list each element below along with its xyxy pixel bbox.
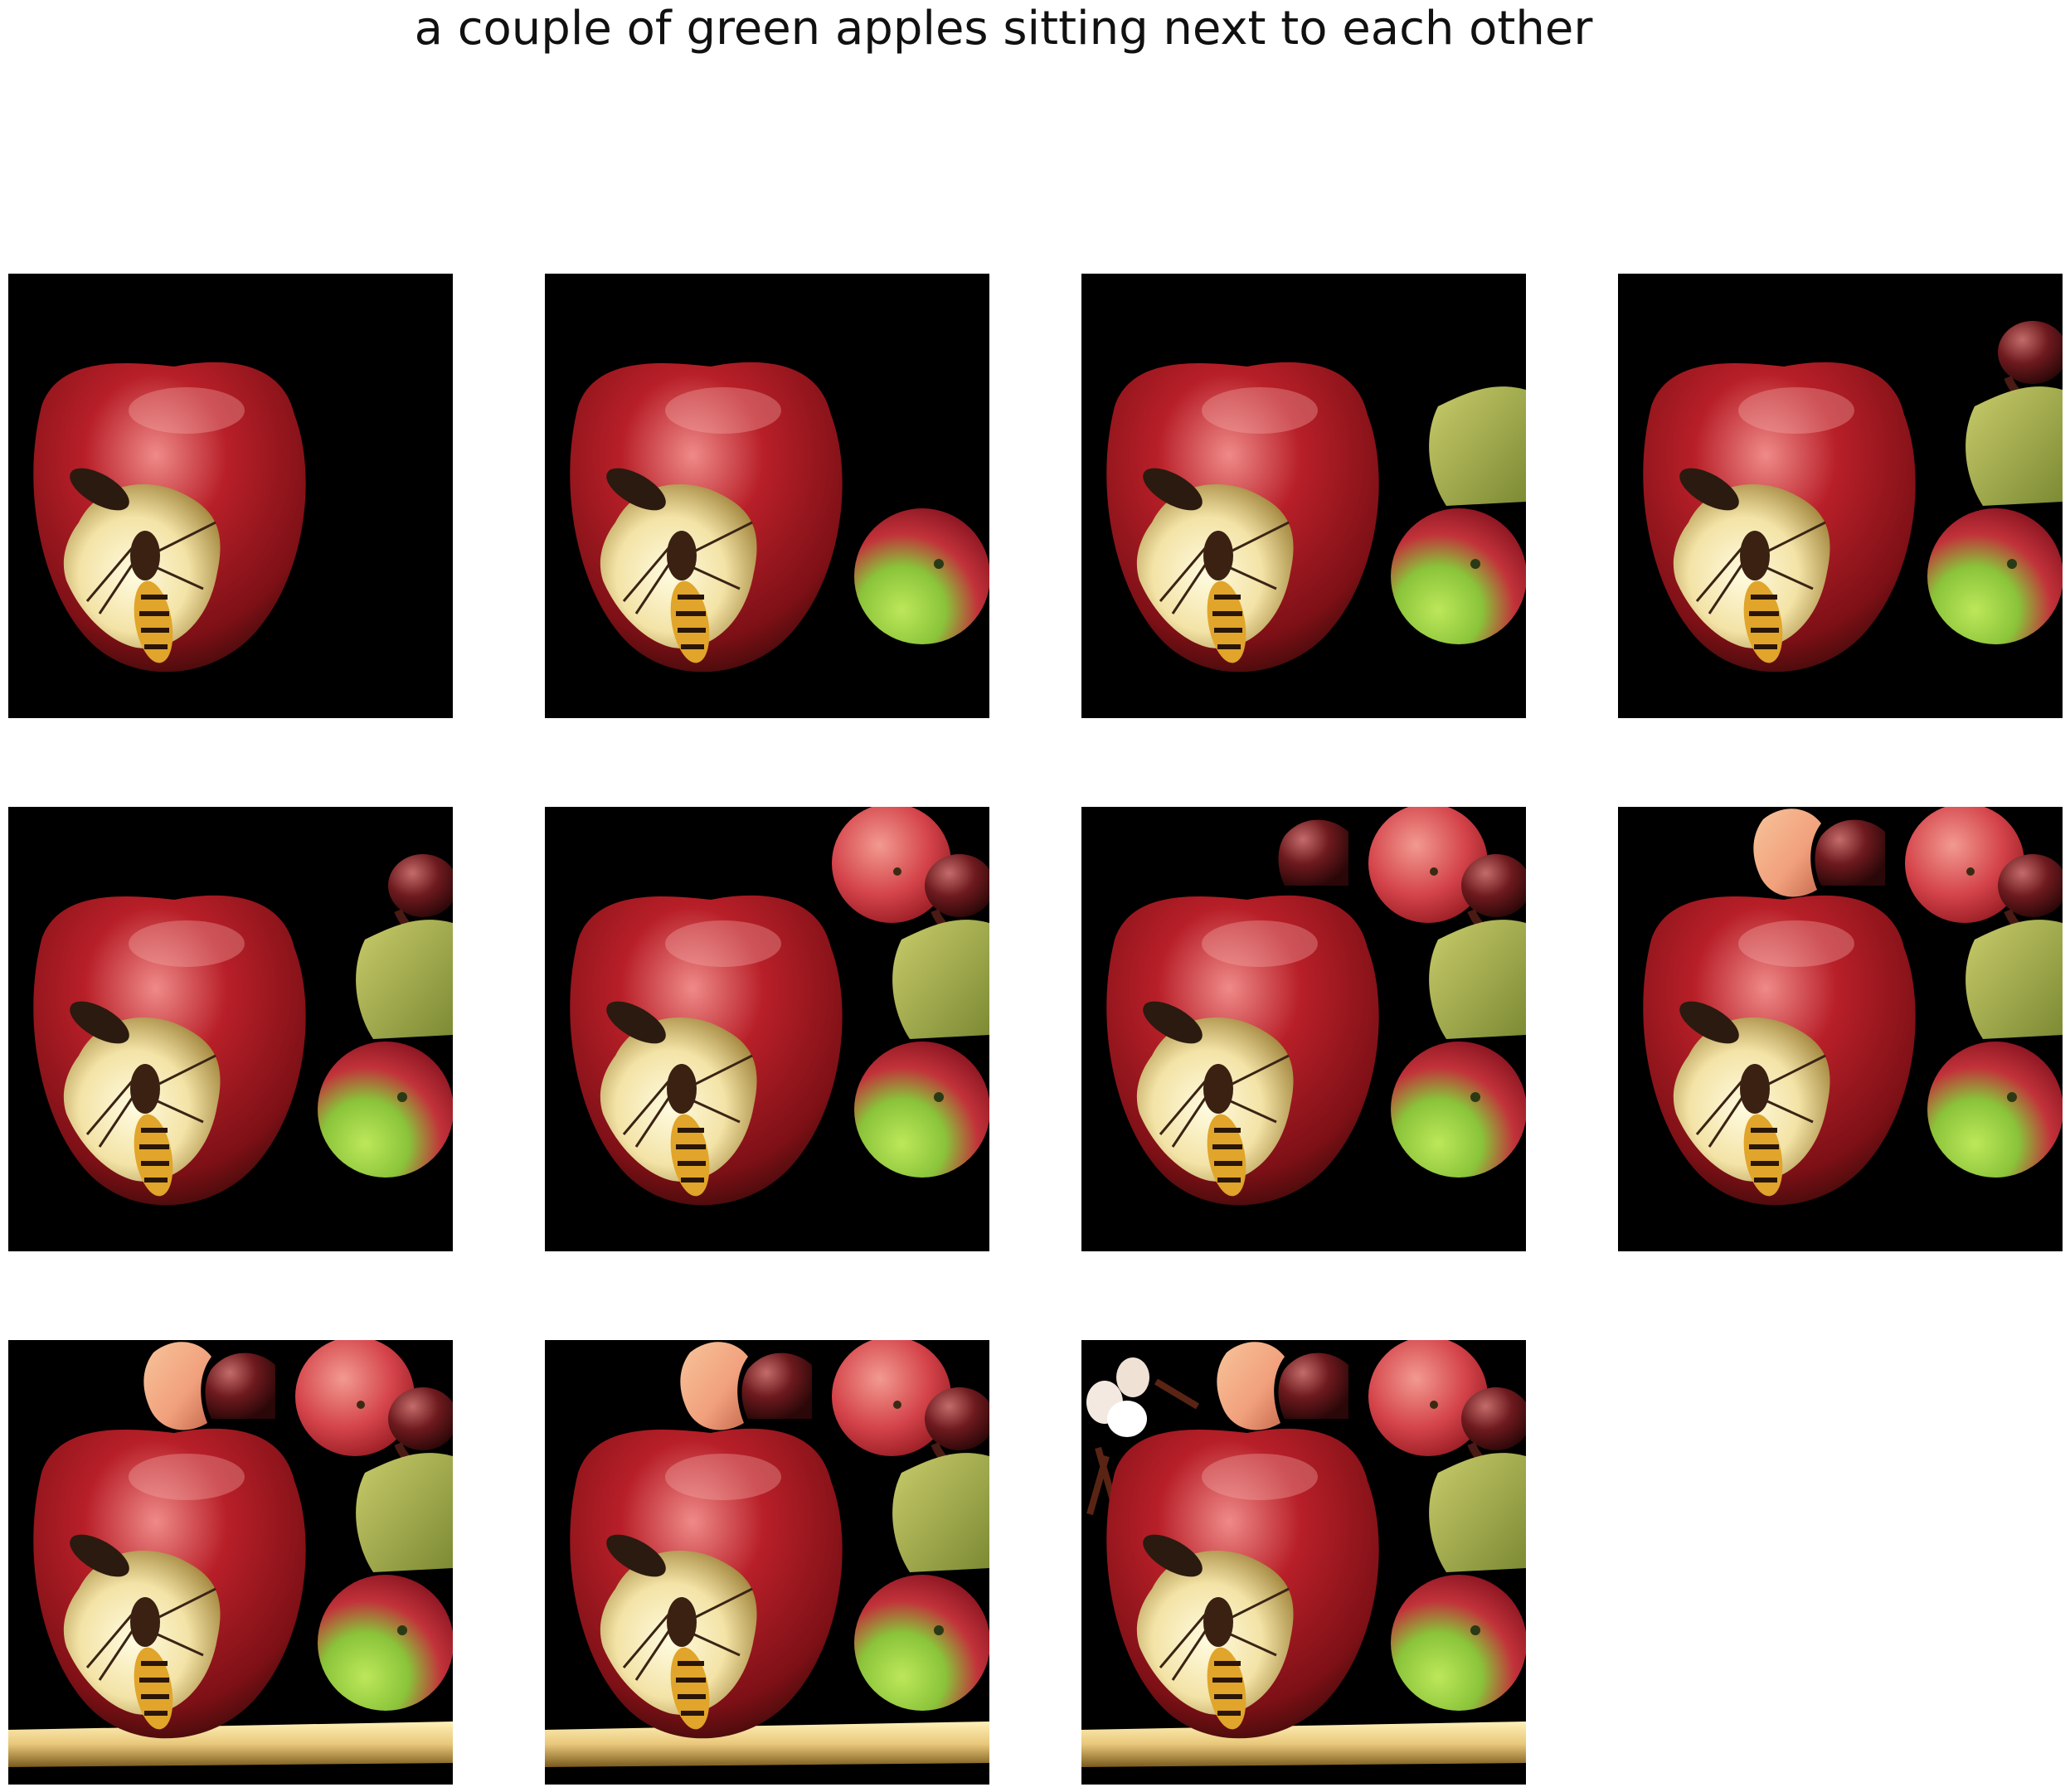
image-panel-10 (545, 1340, 989, 1785)
cherry (741, 1352, 812, 1419)
wasp (1679, 1001, 1826, 1197)
wasp (70, 1001, 216, 1197)
small-apple (1391, 1042, 1526, 1178)
pear (1966, 386, 2063, 506)
panel-image (8, 807, 453, 1251)
wasp (70, 468, 216, 663)
panel-image (545, 807, 989, 1251)
panel-image (545, 274, 989, 718)
wasp (606, 1001, 753, 1197)
panel-image (8, 1340, 453, 1785)
table (545, 1722, 989, 1767)
image-panel-9 (8, 1340, 453, 1785)
image-panel-3 (1081, 274, 1526, 718)
small-apple (318, 1575, 453, 1711)
pear (892, 1453, 989, 1572)
eggs (1086, 1357, 1200, 1516)
peach (1217, 1342, 1285, 1430)
small-apple (1927, 1042, 2063, 1178)
cherry (1278, 819, 1348, 886)
peach (1753, 809, 1821, 897)
small-apple (1391, 508, 1526, 644)
table (1081, 1722, 1526, 1767)
panel-image (1081, 1340, 1526, 1785)
image-panel-5 (8, 807, 453, 1251)
panel-image (8, 274, 453, 718)
image-panel-11 (1081, 1340, 1526, 1785)
peach (680, 1342, 748, 1430)
wasp (1679, 468, 1826, 663)
pear (1429, 386, 1526, 506)
image-panel-4 (1618, 274, 2063, 718)
wasp (606, 1534, 753, 1730)
pear (1966, 920, 2063, 1039)
panel-image (1081, 274, 1526, 718)
top-apple (1905, 807, 2024, 923)
image-panel-1 (8, 274, 453, 718)
cherry (205, 1352, 275, 1419)
top-apple (832, 1340, 951, 1456)
wasp (70, 1534, 216, 1730)
image-panel-6 (545, 807, 989, 1251)
small-apple (318, 1042, 453, 1178)
small-apple (1927, 508, 2063, 644)
table (8, 1722, 453, 1767)
image-panel-2 (545, 274, 989, 718)
panel-image (1618, 274, 2063, 718)
pear (1429, 1453, 1526, 1572)
small-apple (854, 1575, 989, 1711)
wasp (1143, 1001, 1290, 1197)
top-apple (1368, 1340, 1488, 1456)
panel-image (545, 1340, 989, 1785)
pear (1429, 920, 1526, 1039)
image-panel-8 (1618, 807, 2063, 1251)
top-apple (832, 807, 951, 923)
wasp (1143, 1534, 1290, 1730)
small-apple (854, 1042, 989, 1178)
panel-image (1618, 807, 2063, 1251)
wasp (606, 468, 753, 663)
pear (892, 920, 989, 1039)
figure-title: a couple of green apples sitting next to… (414, 2, 1593, 56)
peach (143, 1342, 211, 1430)
image-panel-7 (1081, 807, 1526, 1251)
cherry (1278, 1352, 1348, 1419)
pear (356, 1453, 453, 1572)
top-apple (295, 1340, 415, 1456)
small-apple (854, 508, 989, 644)
cherry (1815, 819, 1885, 886)
pear (356, 920, 453, 1039)
top-apple (1368, 807, 1488, 923)
wasp (1143, 468, 1290, 663)
panel-image (1081, 807, 1526, 1251)
small-apple (1391, 1575, 1526, 1711)
